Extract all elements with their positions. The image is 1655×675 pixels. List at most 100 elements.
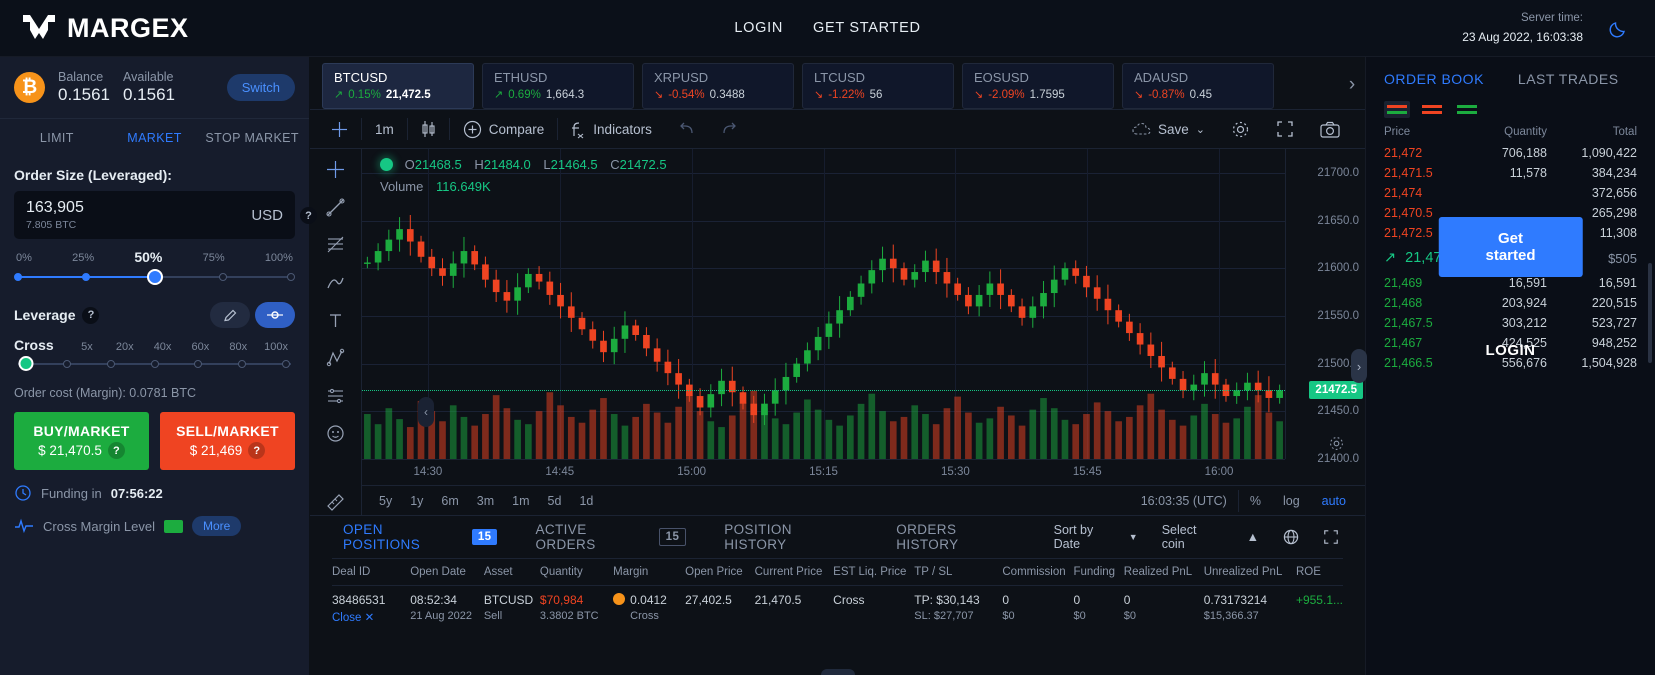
orderbook-login-link[interactable]: LOGIN	[1485, 342, 1536, 359]
col-roe[interactable]: ROE	[1295, 558, 1343, 586]
col-open-price[interactable]: Open Price	[685, 558, 755, 586]
leverage-node-100x[interactable]	[281, 360, 290, 368]
col-tp-sl[interactable]: TP / SL	[914, 558, 1003, 586]
col-asset[interactable]: Asset	[483, 558, 540, 586]
more-button[interactable]: More	[192, 516, 242, 536]
col-funding[interactable]: Funding	[1073, 558, 1124, 586]
orderbook-bid-row[interactable]: 21,466.5 556,676 1,504,928	[1366, 353, 1655, 373]
orderbook-ask-row[interactable]: 21,470.5 265,298	[1366, 203, 1655, 223]
percent-75[interactable]: 75%	[202, 252, 225, 264]
ticker-eosusd[interactable]: EOSUSD ↘ -2.09% 1.7595	[962, 63, 1114, 109]
undo-button[interactable]	[665, 109, 708, 149]
orderbook-bid-row[interactable]: 21,467.5 303,212 523,727	[1366, 313, 1655, 333]
measure-tool-icon[interactable]	[321, 383, 351, 408]
login-link[interactable]: LOGIN	[734, 20, 784, 36]
col-liq-price[interactable]: EST Liq. Price	[833, 558, 915, 586]
leverage-20x[interactable]: 20x	[115, 341, 134, 353]
col-realized-pnl[interactable]: Realized PnL	[1123, 558, 1204, 586]
timeframe-6m[interactable]: 6m	[441, 493, 459, 508]
timeframe-3m[interactable]: 3m	[476, 493, 495, 508]
percent-50[interactable]: 50%	[134, 249, 163, 265]
tab-orders-history[interactable]: ORDERS HISTORY	[896, 522, 959, 552]
leverage-help-icon[interactable]: ?	[82, 306, 100, 324]
indicators-button[interactable]: Indicators	[558, 109, 665, 149]
timeframe-5d[interactable]: 5d	[547, 493, 562, 508]
ticker-ethusd[interactable]: ETHUSD ↗ 0.69% 1,664.3	[482, 63, 634, 109]
get-started-link[interactable]: GET STARTED	[813, 20, 921, 36]
tab-last-trades[interactable]: LAST TRADES	[1517, 71, 1619, 87]
expand-icon[interactable]	[1311, 529, 1351, 545]
tab-limit[interactable]: LIMIT	[39, 131, 74, 145]
leverage-60x[interactable]: 60x	[191, 341, 210, 353]
orderbook-ask-row[interactable]: 21,472 706,188 1,090,422	[1366, 143, 1655, 163]
leverage-100x[interactable]: 100x	[264, 341, 288, 353]
leverage-5x[interactable]: 5x	[81, 341, 93, 353]
text-tool-icon[interactable]	[321, 308, 351, 333]
leverage-slider-button[interactable]	[255, 302, 295, 328]
chart-type-button[interactable]	[408, 109, 449, 149]
timeframe-1y[interactable]: 1y	[410, 493, 424, 508]
leverage-node-40x[interactable]	[150, 360, 159, 368]
col-unrealized-pnl[interactable]: Unrealized PnL	[1203, 558, 1296, 586]
tab-open-positions[interactable]: OPEN POSITIONS 15	[324, 522, 516, 552]
timeframe-5y[interactable]: 5y	[379, 493, 393, 508]
compare-button[interactable]: Compare	[450, 109, 558, 149]
fullscreen-button[interactable]	[1263, 109, 1307, 149]
chart-scroll-left-icon[interactable]: ‹	[418, 397, 434, 427]
orderbook-scrollbar[interactable]	[1648, 263, 1652, 363]
leverage-40x[interactable]: 40x	[153, 341, 172, 353]
caret-up-icon[interactable]: ▲	[1246, 530, 1260, 544]
ticker-adausd[interactable]: ADAUSD ↘ -0.87% 0.45	[1122, 63, 1274, 109]
ticker-btcusd[interactable]: BTCUSD ↗ 0.15% 21,472.5	[322, 63, 474, 109]
chart-plot[interactable]	[362, 149, 1285, 459]
orderbook-bid-row[interactable]: 21,468 203,924 220,515	[1366, 293, 1655, 313]
tab-market[interactable]: MARKET	[127, 131, 182, 145]
leverage-node-60x[interactable]	[194, 360, 203, 368]
moon-icon[interactable]	[1607, 18, 1629, 40]
slider-node-0[interactable]	[14, 273, 22, 281]
crosshair-tool-button[interactable]	[318, 109, 361, 149]
panel-resize-handle[interactable]	[820, 669, 855, 675]
orderbook-bid-row[interactable]: 21,467 424,525 948,252	[1366, 333, 1655, 353]
fib-tool-icon[interactable]	[321, 232, 351, 257]
save-button[interactable]: Save ⌄	[1119, 109, 1218, 149]
scale-percent[interactable]: %	[1249, 493, 1261, 508]
percent-0[interactable]: 0%	[16, 252, 32, 264]
tab-stop-market[interactable]: STOP MARKET	[205, 131, 299, 145]
ticker-xrpusd[interactable]: XRPUSD ↘ -0.54% 0.3488	[642, 63, 794, 109]
leverage-thumb[interactable]	[18, 356, 34, 371]
chart-settings-button[interactable]	[1218, 109, 1263, 149]
order-size-input[interactable]: 163,905 7.805 BTC USD ?	[14, 191, 317, 239]
interval-button[interactable]: 1m	[375, 121, 394, 137]
scale-log[interactable]: log	[1282, 493, 1300, 508]
switch-button[interactable]: Switch	[226, 74, 295, 101]
col-quantity[interactable]: Quantity	[539, 558, 614, 586]
view-mode-both[interactable]	[1384, 101, 1410, 118]
ticker-next-icon[interactable]: ›	[1348, 74, 1356, 95]
globe-icon[interactable]	[1271, 529, 1311, 545]
select-coin-dropdown[interactable]: Select coin	[1161, 523, 1197, 551]
slider-node-25[interactable]	[82, 273, 91, 281]
order-size-help-icon[interactable]: ?	[300, 207, 317, 225]
chart-canvas[interactable]: O21468.5 H21484.0 L21464.5 C21472.5 Volu…	[362, 149, 1367, 515]
leverage-slider[interactable]	[18, 356, 291, 371]
leverage-node-20x[interactable]	[106, 360, 115, 368]
emoji-tool-icon[interactable]	[321, 421, 351, 446]
brush-tool-icon[interactable]	[321, 270, 351, 295]
chevron-down-icon[interactable]: ⌄	[1195, 123, 1205, 136]
timeframe-1m[interactable]: 1m	[512, 493, 530, 508]
time-axis[interactable]: 14:30 14:45 15:00 15:15 15:30 15:45 16:00	[362, 459, 1285, 485]
brand-logo[interactable]: MARGEX	[0, 13, 189, 44]
leverage-mode[interactable]: Cross	[14, 337, 54, 353]
pattern-tool-icon[interactable]	[321, 345, 351, 370]
buy-market-button[interactable]: BUY/MARKET $ 21,470.5 ?	[14, 412, 149, 470]
buy-help-icon[interactable]: ?	[107, 442, 125, 459]
orderbook-ask-row[interactable]: 21,471.5 11,578 384,234	[1366, 163, 1655, 183]
ticker-ltcusd[interactable]: LTCUSD ↘ -1.22% 56	[802, 63, 954, 109]
table-row[interactable]: 38486531 Close ✕ 08:52:34 21 Aug 2022 BT…	[332, 586, 1343, 632]
positions-table-wrapper[interactable]: Deal ID Open Date Asset Quantity Margin …	[310, 558, 1365, 675]
tab-position-history[interactable]: POSITION HISTORY	[724, 522, 792, 552]
price-axis[interactable]: 21700.0 21650.0 21600.0 21550.0 21500.0 21450…	[1285, 149, 1365, 465]
sell-market-button[interactable]: SELL/MARKET $ 21,469 ?	[160, 412, 295, 470]
tab-active-orders[interactable]: ACTIVE ORDERS 15	[516, 522, 705, 552]
